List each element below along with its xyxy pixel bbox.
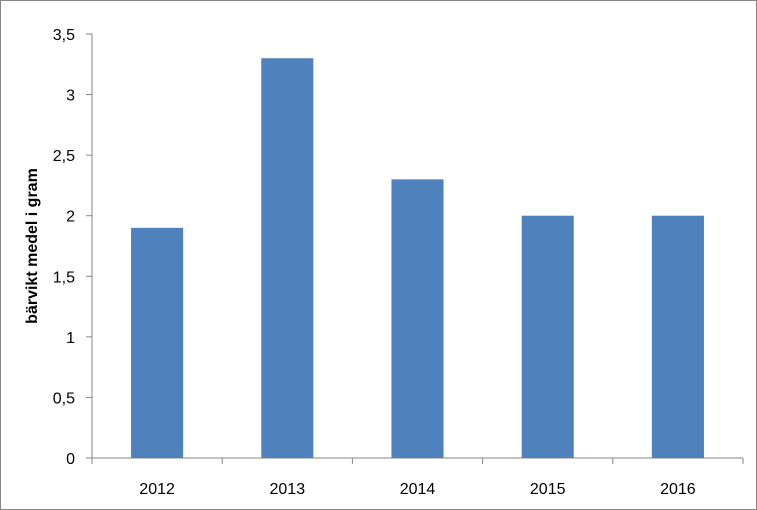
y-tick-label: 0,5 <box>53 390 75 407</box>
x-tick-label: 2012 <box>139 481 175 498</box>
bar-2015 <box>521 215 574 458</box>
x-tick-label: 2014 <box>400 481 436 498</box>
y-tick-label: 1 <box>66 330 75 347</box>
x-tick-label: 2013 <box>270 481 306 498</box>
bar-2013 <box>261 58 314 458</box>
x-tick-label: 2016 <box>660 481 696 498</box>
x-axis: 2012 2013 2014 2015 2016 <box>91 457 744 498</box>
bar-2012 <box>131 227 184 458</box>
y-axis: 0 0,5 1 1,5 2 2,5 3 3,5 <box>53 27 93 468</box>
y-tick-label: 0 <box>66 451 75 468</box>
x-tick-label: 2015 <box>530 481 566 498</box>
y-tick-label: 1,5 <box>53 269 75 286</box>
bar-2016 <box>651 215 704 458</box>
y-axis-title: bärvikt medel i gram <box>24 168 41 324</box>
y-tick-label: 2,5 <box>53 148 75 165</box>
y-tick-label: 3 <box>66 88 75 105</box>
y-tick-label: 2 <box>66 209 75 226</box>
y-tick-label: 3,5 <box>53 27 75 44</box>
bars <box>131 58 704 458</box>
bar-2014 <box>391 179 444 458</box>
